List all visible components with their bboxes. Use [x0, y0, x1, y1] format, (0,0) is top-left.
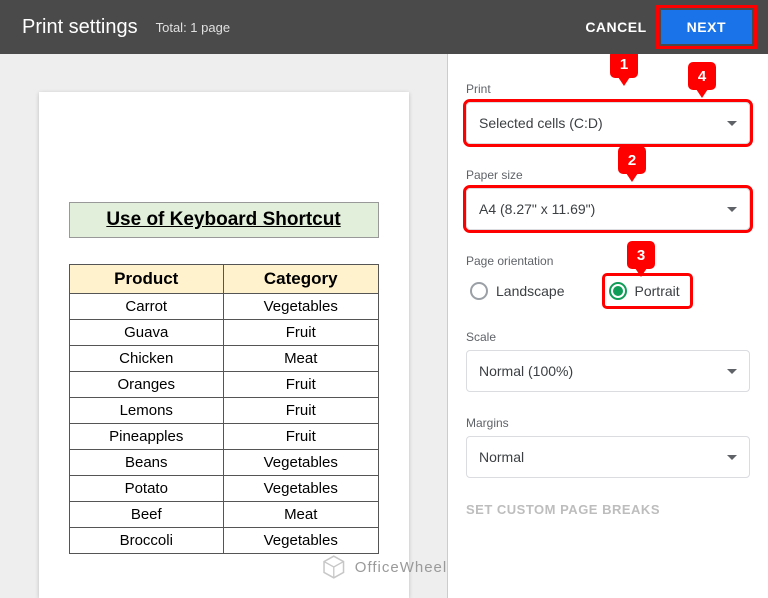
- cancel-button[interactable]: CANCEL: [585, 19, 646, 35]
- document-title: Use of Keyboard Shortcut: [106, 209, 340, 230]
- scale-label: Scale: [466, 330, 750, 344]
- paper-size-group: Paper size A4 (8.27" x 11.69"): [466, 168, 750, 230]
- table-cell: Potato: [69, 476, 224, 502]
- custom-page-breaks-link[interactable]: SET CUSTOM PAGE BREAKS: [466, 502, 750, 517]
- document-title-box: Use of Keyboard Shortcut: [69, 202, 379, 238]
- paper-size-select[interactable]: A4 (8.27" x 11.69"): [466, 188, 750, 230]
- table-cell: Meat: [224, 346, 379, 372]
- print-preview-pane: Use of Keyboard Shortcut Product Categor…: [0, 54, 448, 598]
- table-row: BroccoliVegetables: [69, 528, 378, 554]
- col-product: Product: [69, 265, 224, 294]
- table-cell: Meat: [224, 502, 379, 528]
- print-range-value: Selected cells (C:D): [479, 115, 603, 131]
- table-cell: Chicken: [69, 346, 224, 372]
- table-row: CarrotVegetables: [69, 294, 378, 320]
- orientation-group: Page orientation Landscape Portrait: [466, 254, 750, 306]
- scale-group: Scale Normal (100%): [466, 330, 750, 392]
- table-cell: Beans: [69, 450, 224, 476]
- table-cell: Vegetables: [224, 528, 379, 554]
- table-cell: Lemons: [69, 398, 224, 424]
- table-row: GuavaFruit: [69, 320, 378, 346]
- next-button[interactable]: NEXT: [661, 10, 752, 44]
- chevron-down-icon: [727, 207, 737, 212]
- table-row: BeansVegetables: [69, 450, 378, 476]
- table-cell: Vegetables: [224, 476, 379, 502]
- table-row: PineapplesFruit: [69, 424, 378, 450]
- preview-table: Product Category CarrotVegetablesGuavaFr…: [69, 264, 379, 554]
- chevron-down-icon: [727, 369, 737, 374]
- callout-1: 1: [610, 54, 638, 78]
- page-count: Total: 1 page: [156, 20, 230, 35]
- paper-size-value: A4 (8.27" x 11.69"): [479, 201, 595, 217]
- table-row: LemonsFruit: [69, 398, 378, 424]
- orientation-label: Page orientation: [466, 254, 750, 268]
- scale-select[interactable]: Normal (100%): [466, 350, 750, 392]
- table-cell: Pineapples: [69, 424, 224, 450]
- margins-select[interactable]: Normal: [466, 436, 750, 478]
- page-title: Print settings: [22, 16, 138, 39]
- table-cell: Vegetables: [224, 294, 379, 320]
- table-cell: Fruit: [224, 398, 379, 424]
- orientation-landscape[interactable]: Landscape: [466, 276, 575, 306]
- print-range-select[interactable]: Selected cells (C:D): [466, 102, 750, 144]
- table-row: PotatoVegetables: [69, 476, 378, 502]
- table-cell: Broccoli: [69, 528, 224, 554]
- table-row: ChickenMeat: [69, 346, 378, 372]
- table-cell: Carrot: [69, 294, 224, 320]
- callout-2: 2: [618, 146, 646, 174]
- table-cell: Beef: [69, 502, 224, 528]
- table-row: OrangesFruit: [69, 372, 378, 398]
- table-header-row: Product Category: [69, 265, 378, 294]
- table-row: BeefMeat: [69, 502, 378, 528]
- settings-panel: 1 Print Selected cells (C:D) 2 Paper siz…: [448, 54, 768, 598]
- margins-label: Margins: [466, 416, 750, 430]
- paper-size-label: Paper size: [466, 168, 750, 182]
- table-cell: Guava: [69, 320, 224, 346]
- table-cell: Fruit: [224, 372, 379, 398]
- print-settings-header: Print settings Total: 1 page CANCEL NEXT: [0, 0, 768, 54]
- chevron-down-icon: [727, 455, 737, 460]
- orientation-landscape-label: Landscape: [496, 283, 565, 299]
- radio-icon: [470, 282, 488, 300]
- chevron-down-icon: [727, 121, 737, 126]
- orientation-portrait-label: Portrait: [635, 283, 680, 299]
- callout-3: 3: [627, 241, 655, 269]
- preview-page: Use of Keyboard Shortcut Product Categor…: [39, 92, 409, 598]
- table-cell: Fruit: [224, 424, 379, 450]
- table-cell: Vegetables: [224, 450, 379, 476]
- table-cell: Oranges: [69, 372, 224, 398]
- margins-value: Normal: [479, 449, 524, 465]
- margins-group: Margins Normal: [466, 416, 750, 478]
- col-category: Category: [224, 265, 379, 294]
- main-area: Use of Keyboard Shortcut Product Categor…: [0, 54, 768, 598]
- callout-4: 4: [688, 62, 716, 90]
- radio-icon: [609, 282, 627, 300]
- scale-value: Normal (100%): [479, 363, 573, 379]
- orientation-portrait[interactable]: Portrait: [605, 276, 690, 306]
- table-cell: Fruit: [224, 320, 379, 346]
